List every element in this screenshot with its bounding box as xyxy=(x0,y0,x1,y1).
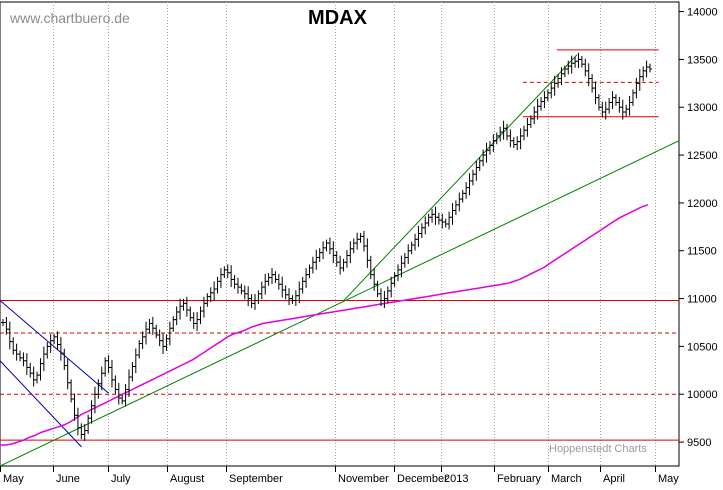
y-tick-label: 14000 xyxy=(687,7,718,19)
x-tick-label: July xyxy=(111,473,131,485)
y-tick-label: 10500 xyxy=(687,341,718,353)
chart-title: MDAX xyxy=(308,7,367,29)
x-tick-label: November xyxy=(338,473,389,485)
y-tick-label: 13500 xyxy=(687,54,718,66)
trend-line xyxy=(342,54,578,302)
trend-line xyxy=(0,140,680,467)
trend-line xyxy=(0,360,82,448)
y-tick-label: 11000 xyxy=(687,294,717,306)
x-tick-label: August xyxy=(170,473,204,485)
trend-line xyxy=(0,300,109,394)
x-tick-label: June xyxy=(56,473,80,485)
x-tick-label: December xyxy=(397,473,448,485)
x-tick-label: February xyxy=(497,473,542,485)
plot-frame xyxy=(0,1,680,467)
x-tick-label: September xyxy=(229,473,283,485)
credit-text: Hoppenstedt Charts xyxy=(549,443,647,455)
x-tick-label: May xyxy=(658,473,679,485)
y-tick-label: 12000 xyxy=(687,198,718,210)
moving-average-line xyxy=(0,204,649,446)
watermark-text: www.chartbuero.de xyxy=(10,10,130,26)
y-tick-label: 11500 xyxy=(687,246,717,258)
y-tick-label: 10000 xyxy=(687,389,718,401)
y-tick-label: 13000 xyxy=(687,102,718,114)
x-tick-label: 2013 xyxy=(444,473,468,485)
x-tick-label: April xyxy=(603,473,625,485)
y-tick-label: 12500 xyxy=(687,150,718,162)
y-tick-label: 9500 xyxy=(687,437,711,449)
x-tick-label: May xyxy=(3,473,24,485)
x-tick-label: March xyxy=(551,473,582,485)
